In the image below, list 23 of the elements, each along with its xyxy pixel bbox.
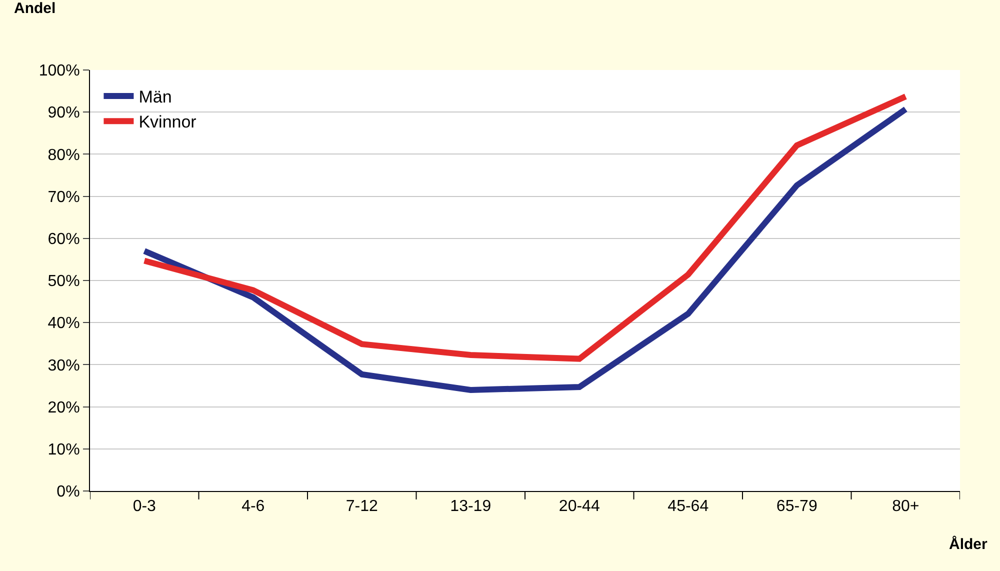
- y-tick-label: 10%: [48, 442, 80, 458]
- y-tick-label: 0%: [56, 484, 80, 501]
- x-tick-label: 45-64: [668, 498, 709, 516]
- y-tick-label: 60%: [48, 231, 80, 248]
- legend-label: Män: [138, 88, 172, 107]
- x-axis-title: Ålder: [949, 535, 988, 553]
- y-tick-label: 90%: [48, 104, 80, 122]
- y-axis-title: Andel: [14, 0, 56, 17]
- y-tick-label: 70%: [48, 188, 80, 206]
- x-tick-label: 7-12: [346, 498, 378, 516]
- y-tick-label: 20%: [48, 399, 80, 416]
- y-tick-label: 40%: [48, 315, 80, 332]
- x-tick-label: 0-3: [132, 498, 156, 516]
- x-tick-label: 65-79: [776, 498, 818, 516]
- x-tick-label: 4-6: [242, 498, 265, 516]
- y-tick-label: 50%: [48, 273, 80, 290]
- x-tick-label: 20-44: [558, 498, 600, 516]
- legend-label: Kvinnor: [138, 112, 197, 132]
- x-tick-label: 80+: [892, 498, 920, 516]
- y-tick-label: 80%: [48, 146, 80, 164]
- y-tick-label: 100%: [38, 62, 80, 80]
- y-tick-label: 30%: [48, 357, 80, 374]
- x-tick-label: 13-19: [450, 498, 492, 516]
